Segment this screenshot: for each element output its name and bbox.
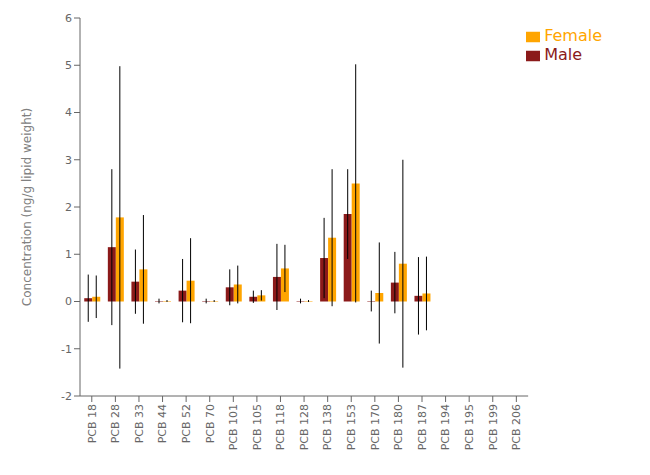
svg-text:PCB 28: PCB 28 [109, 404, 122, 443]
svg-text:PCB 118: PCB 118 [274, 404, 287, 450]
html-text:Male: Male [544, 45, 582, 64]
svg-text:4: 4 [65, 106, 72, 119]
svg-text:PCB 180: PCB 180 [392, 404, 405, 450]
svg-text:PCB 44: PCB 44 [156, 404, 169, 443]
svg-text:Concentration (ng/g lipid weig: Concentration (ng/g lipid weight) [20, 108, 34, 306]
svg-text:-2: -2 [61, 390, 72, 403]
svg-text:PCB 187: PCB 187 [416, 404, 429, 450]
svg-text:PCB 105: PCB 105 [251, 404, 264, 450]
svg-text:PCB 52: PCB 52 [180, 404, 193, 443]
svg-text:PCB 199: PCB 199 [487, 404, 500, 450]
svg-text:2: 2 [65, 201, 72, 214]
svg-text:6: 6 [65, 12, 72, 25]
svg-text:5: 5 [65, 59, 72, 72]
svg-text:PCB 70: PCB 70 [204, 404, 217, 443]
svg-text:1: 1 [65, 248, 72, 261]
svg-text:PCB 206: PCB 206 [510, 404, 523, 450]
svg-text:PCB 33: PCB 33 [133, 404, 146, 443]
svg-text:-1: -1 [61, 343, 72, 356]
svg-text:PCB 18: PCB 18 [86, 404, 99, 443]
svg-text:PCB 128: PCB 128 [298, 404, 311, 450]
svg-text:PCB 194: PCB 194 [439, 404, 452, 450]
svg-text:PCB 101: PCB 101 [227, 404, 240, 450]
svg-text:PCB 153: PCB 153 [345, 404, 358, 450]
svg-text:3: 3 [65, 154, 72, 167]
svg-text:PCB 170: PCB 170 [369, 404, 382, 450]
svg-text:0: 0 [65, 295, 72, 308]
html-text:Female: Female [544, 26, 602, 45]
svg-text:PCB 138: PCB 138 [321, 404, 334, 450]
svg-text:PCB 195: PCB 195 [463, 404, 476, 450]
